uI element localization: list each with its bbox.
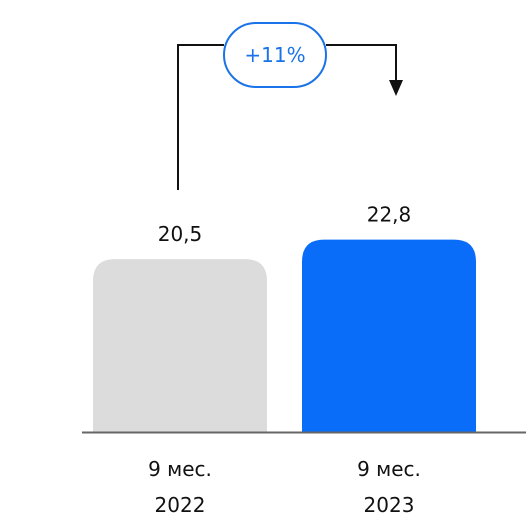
connector-left xyxy=(177,44,224,190)
value-label-1: 20,5 xyxy=(158,222,203,246)
connector-arrowhead xyxy=(389,80,403,96)
bar-1 xyxy=(93,259,267,432)
growth-badge xyxy=(223,22,327,88)
category-label-line1-1: 9 мес. xyxy=(148,457,212,481)
category-label-line1-2: 9 мес. xyxy=(357,457,421,481)
value-label-2: 22,8 xyxy=(367,203,412,227)
connector-right xyxy=(326,44,397,82)
growth-badge-text: +11% xyxy=(244,43,305,67)
category-label-line2-1: 2022 xyxy=(155,493,206,517)
category-label-line2-2: 2023 xyxy=(364,493,415,517)
bar-2 xyxy=(302,239,476,432)
